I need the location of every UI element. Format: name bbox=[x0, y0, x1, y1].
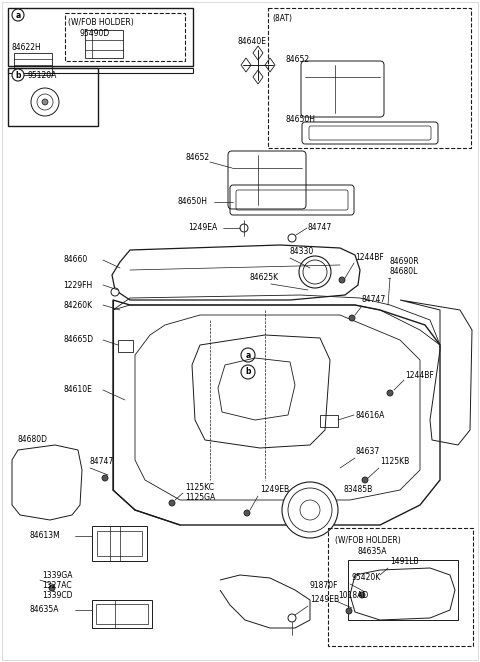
Bar bbox=[320, 415, 338, 427]
Text: 84650H: 84650H bbox=[285, 115, 315, 124]
Circle shape bbox=[169, 500, 175, 506]
Text: 84616A: 84616A bbox=[355, 410, 384, 420]
Text: 91870F: 91870F bbox=[310, 581, 338, 589]
Circle shape bbox=[241, 365, 255, 379]
Text: 95420K: 95420K bbox=[352, 573, 381, 583]
Text: 84637: 84637 bbox=[355, 448, 379, 457]
Circle shape bbox=[42, 99, 48, 105]
Text: 1249EB: 1249EB bbox=[260, 485, 289, 495]
Circle shape bbox=[359, 592, 365, 598]
Text: 84747: 84747 bbox=[362, 295, 386, 305]
Text: 84680D: 84680D bbox=[18, 436, 48, 444]
Text: 84260K: 84260K bbox=[63, 301, 92, 310]
Text: 1339GA: 1339GA bbox=[42, 571, 72, 579]
Text: 84665D: 84665D bbox=[63, 336, 93, 344]
Circle shape bbox=[12, 9, 24, 21]
Text: 1327AC: 1327AC bbox=[42, 581, 72, 589]
Circle shape bbox=[288, 488, 332, 532]
Text: 1249EA: 1249EA bbox=[188, 224, 217, 232]
Circle shape bbox=[362, 477, 368, 483]
Circle shape bbox=[346, 608, 352, 614]
Circle shape bbox=[282, 482, 338, 538]
Circle shape bbox=[102, 475, 108, 481]
Text: 84625K: 84625K bbox=[250, 273, 279, 283]
Circle shape bbox=[288, 234, 296, 242]
Text: 84690R: 84690R bbox=[390, 258, 420, 267]
Circle shape bbox=[300, 500, 320, 520]
Circle shape bbox=[111, 288, 119, 296]
Circle shape bbox=[241, 348, 255, 362]
Text: 1491LB: 1491LB bbox=[390, 557, 419, 567]
Text: 84610E: 84610E bbox=[63, 385, 92, 395]
Circle shape bbox=[244, 510, 250, 516]
Text: 1339CD: 1339CD bbox=[42, 591, 72, 600]
Text: 1244BF: 1244BF bbox=[405, 371, 434, 379]
Text: a: a bbox=[15, 11, 21, 19]
Text: 83485B: 83485B bbox=[343, 485, 372, 495]
Circle shape bbox=[299, 256, 331, 288]
Text: 84650H: 84650H bbox=[178, 197, 208, 207]
Bar bbox=[96, 604, 148, 624]
Bar bbox=[65, 13, 185, 61]
Text: 1125KB: 1125KB bbox=[380, 457, 409, 467]
Text: 84622H: 84622H bbox=[12, 44, 42, 52]
Text: 84652: 84652 bbox=[186, 154, 210, 162]
Circle shape bbox=[339, 277, 345, 283]
Text: 84635A: 84635A bbox=[358, 547, 387, 557]
Text: 84640E: 84640E bbox=[238, 38, 267, 46]
Text: 84635A: 84635A bbox=[30, 606, 60, 614]
Text: 1018AD: 1018AD bbox=[338, 591, 368, 600]
Circle shape bbox=[387, 390, 393, 396]
Circle shape bbox=[349, 315, 355, 321]
Bar bbox=[85, 30, 123, 58]
Circle shape bbox=[31, 88, 59, 116]
Text: 1229FH: 1229FH bbox=[63, 281, 92, 289]
Bar bbox=[97, 531, 142, 556]
Text: 84330: 84330 bbox=[290, 248, 314, 256]
Bar bbox=[268, 8, 471, 148]
Text: 84652: 84652 bbox=[285, 56, 309, 64]
Text: (8AT): (8AT) bbox=[272, 13, 292, 23]
Bar bbox=[8, 68, 98, 126]
Text: 95490D: 95490D bbox=[80, 28, 110, 38]
Circle shape bbox=[240, 224, 248, 232]
Text: 1125GA: 1125GA bbox=[185, 493, 215, 502]
Bar bbox=[92, 600, 152, 628]
Bar bbox=[118, 340, 133, 352]
Bar bbox=[8, 8, 193, 66]
Circle shape bbox=[37, 94, 53, 110]
Bar bbox=[92, 526, 147, 561]
Text: (W/FOB HOLDER): (W/FOB HOLDER) bbox=[335, 536, 401, 545]
Circle shape bbox=[12, 69, 24, 81]
Text: b: b bbox=[245, 367, 251, 377]
Circle shape bbox=[49, 585, 55, 591]
Text: a: a bbox=[245, 350, 251, 359]
Text: 95120A: 95120A bbox=[27, 70, 56, 79]
Circle shape bbox=[288, 614, 296, 622]
Text: b: b bbox=[15, 70, 21, 79]
Bar bbox=[14, 53, 52, 75]
Text: 84747: 84747 bbox=[308, 224, 332, 232]
Text: 1249EB: 1249EB bbox=[310, 596, 339, 604]
Bar bbox=[348, 560, 458, 620]
Text: 84660: 84660 bbox=[63, 256, 87, 265]
Circle shape bbox=[303, 260, 327, 284]
Bar bbox=[328, 528, 473, 646]
Text: (W/FOB HOLDER): (W/FOB HOLDER) bbox=[68, 17, 134, 26]
Bar bbox=[8, 68, 193, 73]
Text: 84747: 84747 bbox=[90, 457, 114, 467]
Text: 1125KC: 1125KC bbox=[185, 483, 214, 493]
Text: 84613M: 84613M bbox=[30, 532, 61, 540]
Text: 84680L: 84680L bbox=[390, 267, 419, 277]
Text: 1244BF: 1244BF bbox=[355, 254, 384, 263]
